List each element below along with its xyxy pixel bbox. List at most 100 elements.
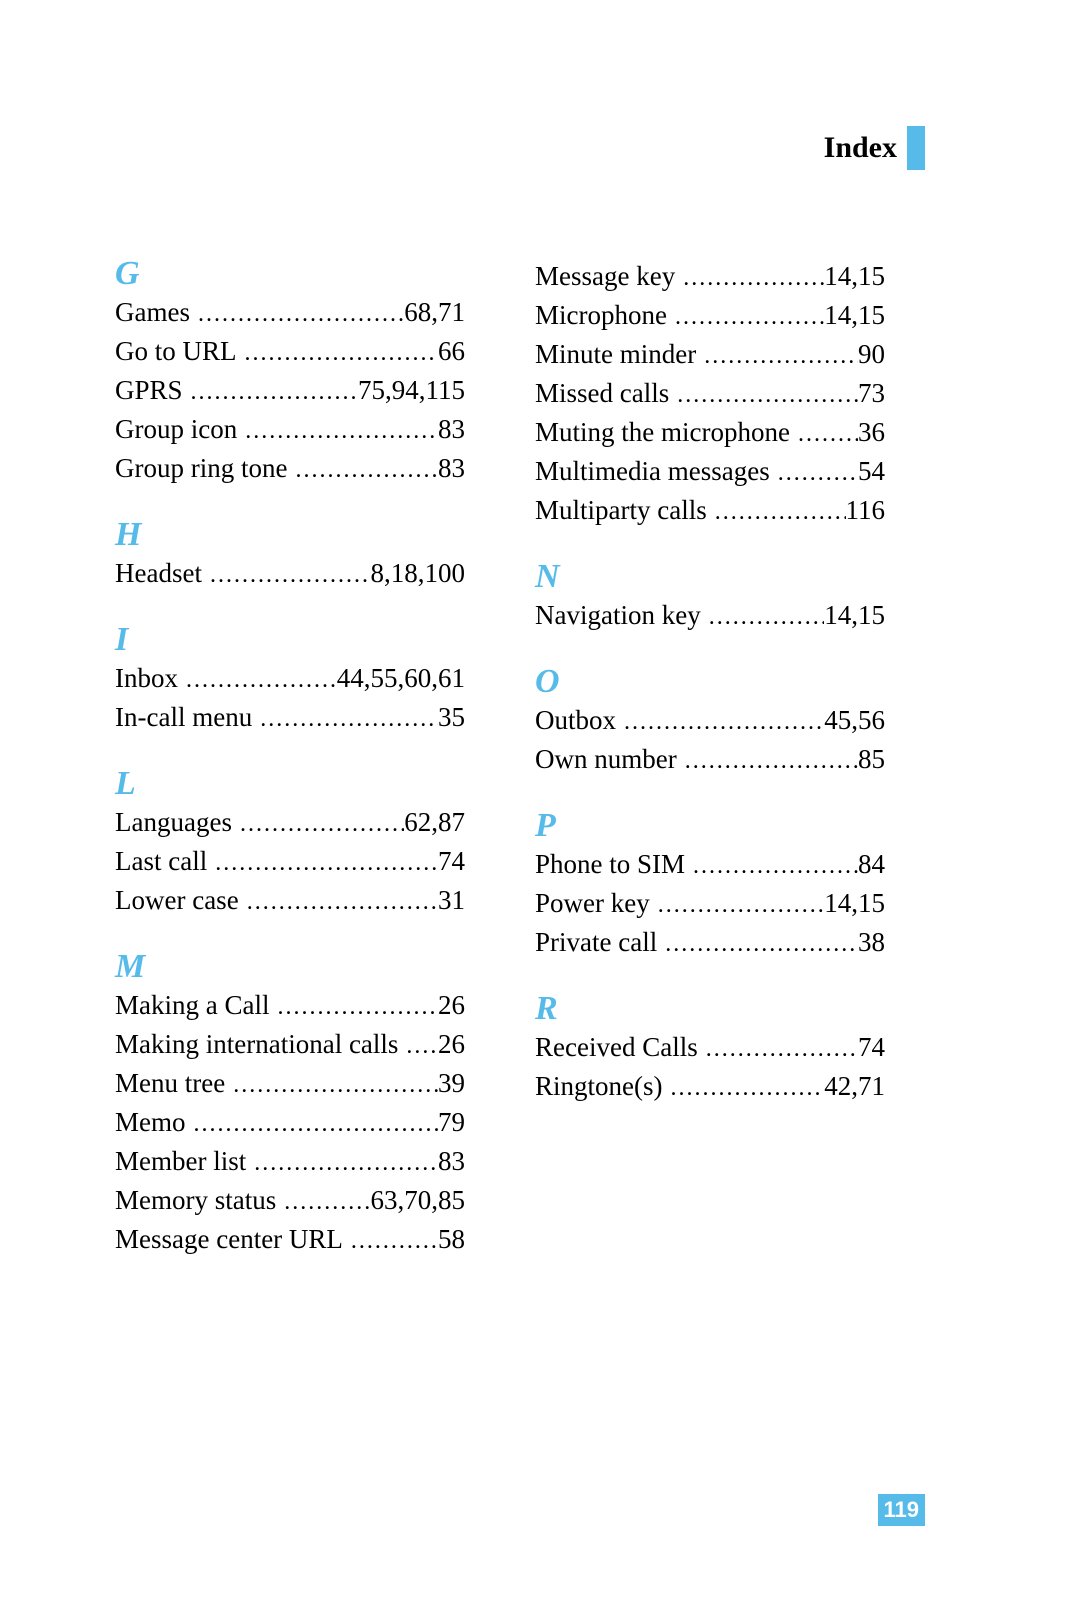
- index-entry-pages: 84: [858, 851, 885, 878]
- index-entry-pages: 14,15: [824, 890, 885, 917]
- index-entry: Multiparty calls........................…: [535, 497, 885, 524]
- index-entry-leader: ........................................…: [246, 1151, 438, 1175]
- index-entry: Inbox...................................…: [115, 665, 465, 692]
- index-entry-leader: ........................................…: [675, 266, 824, 290]
- index-entry-pages: 73: [858, 380, 885, 407]
- index-entry-label: Missed calls: [535, 380, 669, 407]
- index-entry-leader: ........................................…: [178, 668, 337, 692]
- page: Index GGames............................…: [0, 0, 1080, 1621]
- index-entry-label: Member list: [115, 1148, 246, 1175]
- index-entry-label: Last call: [115, 848, 207, 875]
- left-column: GGames..................................…: [115, 255, 465, 1265]
- index-entry-label: Lower case: [115, 887, 239, 914]
- index-entry: Muting the microphone...................…: [535, 419, 885, 446]
- index-entry-leader: ........................................…: [239, 890, 438, 914]
- index-entry: Group icon..............................…: [115, 416, 465, 443]
- header-accent-bar: [907, 126, 925, 170]
- index-entry-pages: 74: [858, 1034, 885, 1061]
- index-entry: Group ring tone.........................…: [115, 455, 465, 482]
- index-entry-leader: ........................................…: [225, 1073, 438, 1097]
- index-entry-leader: ........................................…: [276, 1190, 370, 1214]
- index-entry-leader: ........................................…: [343, 1229, 438, 1253]
- index-entry: Member list.............................…: [115, 1148, 465, 1175]
- index-entry-label: Headset: [115, 560, 202, 587]
- index-entry-leader: ........................................…: [190, 302, 404, 326]
- index-entry-pages: 83: [438, 1148, 465, 1175]
- section-letter: R: [535, 990, 885, 1028]
- index-entry-label: Microphone: [535, 302, 667, 329]
- index-entry-pages: 31: [438, 887, 465, 914]
- index-entry-pages: 75,94,115: [358, 377, 465, 404]
- right-column: Message key.............................…: [535, 255, 885, 1265]
- index-entry-leader: ........................................…: [616, 710, 824, 734]
- index-entry-pages: 26: [438, 1031, 465, 1058]
- index-entry-pages: 39: [438, 1070, 465, 1097]
- index-entry: Menu tree...............................…: [115, 1070, 465, 1097]
- index-entry-label: Message key: [535, 263, 675, 290]
- index-entry: In-call menu............................…: [115, 704, 465, 731]
- index-entry-label: Making international calls: [115, 1031, 398, 1058]
- index-entry-leader: ........................................…: [398, 1034, 438, 1058]
- section-letter: N: [535, 558, 885, 596]
- index-entry-label: Ringtone(s): [535, 1073, 663, 1100]
- index-entry-leader: ........................................…: [667, 305, 824, 329]
- section-letter: M: [115, 948, 465, 986]
- index-entry-pages: 42,71: [824, 1073, 885, 1100]
- index-entry-label: Outbox: [535, 707, 616, 734]
- index-entry-pages: 79: [438, 1109, 465, 1136]
- index-entry-leader: ........................................…: [207, 851, 438, 875]
- index-entry: Phone to SIM............................…: [535, 851, 885, 878]
- index-entry-pages: 74: [438, 848, 465, 875]
- index-entry: Message key.............................…: [535, 263, 885, 290]
- index-entry-pages: 8,18,100: [371, 560, 466, 587]
- index-entry: Making a Call...........................…: [115, 992, 465, 1019]
- index-entry: Go to URL...............................…: [115, 338, 465, 365]
- index-entry: Ringtone(s).............................…: [535, 1073, 885, 1100]
- index-entry-label: Own number: [535, 746, 677, 773]
- index-entry-pages: 38: [858, 929, 885, 956]
- index-entry: Languages...............................…: [115, 809, 465, 836]
- section-letter: L: [115, 765, 465, 803]
- index-entry-label: Inbox: [115, 665, 178, 692]
- section-letter: I: [115, 621, 465, 659]
- index-entry: Missed calls............................…: [535, 380, 885, 407]
- index-entry: Headset.................................…: [115, 560, 465, 587]
- index-entry-leader: ........................................…: [677, 749, 858, 773]
- section-letter: P: [535, 807, 885, 845]
- index-entry-label: Multimedia messages: [535, 458, 770, 485]
- index-entry: Message center URL......................…: [115, 1226, 465, 1253]
- index-entry: Last call...............................…: [115, 848, 465, 875]
- index-entry-leader: ........................................…: [707, 500, 846, 524]
- index-entry-pages: 63,70,85: [371, 1187, 466, 1214]
- index-entry-label: In-call menu: [115, 704, 252, 731]
- index-entry-leader: ........................................…: [237, 341, 439, 365]
- index-entry-leader: ........................................…: [770, 461, 858, 485]
- index-entry-label: Group ring tone: [115, 455, 287, 482]
- section-letter: H: [115, 516, 465, 554]
- index-entry-leader: ........................................…: [696, 344, 858, 368]
- index-entry-pages: 83: [438, 455, 465, 482]
- index-entry-leader: ........................................…: [183, 380, 358, 404]
- header: Index: [824, 126, 925, 170]
- index-entry-pages: 35: [438, 704, 465, 731]
- index-entry-pages: 83: [438, 416, 465, 443]
- index-entry-label: Languages: [115, 809, 232, 836]
- index-entry-label: Menu tree: [115, 1070, 225, 1097]
- index-entry-label: Making a Call: [115, 992, 269, 1019]
- index-entry-pages: 116: [846, 497, 886, 524]
- index-entry: Lower case..............................…: [115, 887, 465, 914]
- index-entry-leader: ........................................…: [237, 419, 438, 443]
- index-entry-label: Received Calls: [535, 1034, 698, 1061]
- index-entry-label: Multiparty calls: [535, 497, 707, 524]
- index-entry-label: Phone to SIM: [535, 851, 685, 878]
- index-entry-pages: 44,55,60,61: [337, 665, 465, 692]
- index-entry-leader: ........................................…: [232, 812, 404, 836]
- index-entry-label: Navigation key: [535, 602, 701, 629]
- index-entry-leader: ........................................…: [186, 1112, 439, 1136]
- index-entry: Power key...............................…: [535, 890, 885, 917]
- index-entry-pages: 26: [438, 992, 465, 1019]
- index-entry-label: Private call: [535, 929, 657, 956]
- index-entry-leader: ........................................…: [202, 563, 371, 587]
- index-entry: Minute minder...........................…: [535, 341, 885, 368]
- index-entry-label: GPRS: [115, 377, 183, 404]
